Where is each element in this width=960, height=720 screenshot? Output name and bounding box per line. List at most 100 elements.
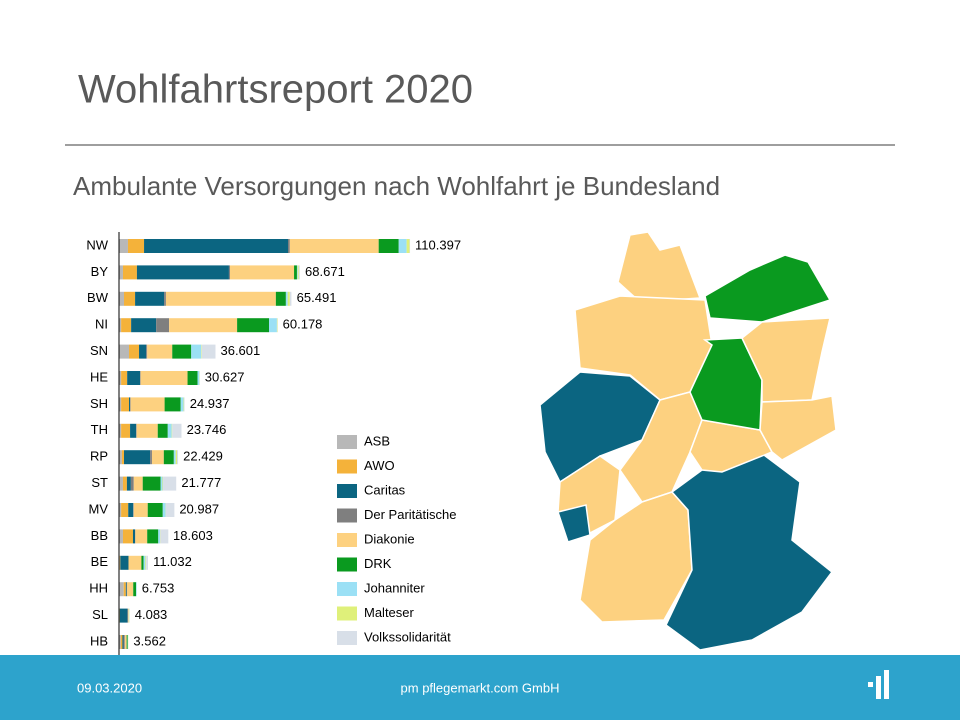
bar-segment [141, 555, 144, 570]
footer-band [0, 655, 960, 720]
legend-label: DRK [364, 556, 392, 571]
bar-segment [180, 397, 184, 412]
bar-segment [133, 476, 143, 491]
bar-segment [285, 291, 288, 306]
bar-segment [228, 265, 230, 280]
bar-segment [131, 318, 157, 333]
legend-swatch [337, 606, 357, 621]
bar-segment [147, 529, 159, 544]
bar-segment [121, 503, 129, 517]
bar-segment [294, 265, 297, 280]
legend-swatch [337, 631, 357, 645]
y-tick-label: HH [89, 581, 108, 596]
bar-segment [120, 635, 123, 649]
bar-segment [123, 582, 126, 597]
bar-segment [125, 582, 127, 597]
bar-segment [135, 529, 148, 544]
bar-segment [119, 529, 123, 544]
bar-segment [121, 397, 130, 412]
legend-swatch [337, 459, 357, 474]
bar-segment [126, 635, 128, 649]
bar-segment [119, 265, 123, 280]
logo-bar [876, 676, 881, 699]
bar-segment [201, 344, 202, 359]
map-sl [557, 504, 591, 543]
bar-segment [123, 635, 125, 649]
y-tick-label: NI [95, 317, 108, 332]
bar-segment [127, 608, 129, 623]
y-tick-label: TH [91, 422, 108, 437]
bar-segment [119, 608, 128, 623]
y-tick-label: BE [91, 554, 109, 569]
y-tick-label: SL [92, 607, 108, 622]
bar-segment [237, 318, 270, 333]
bar-segment [122, 476, 127, 491]
legend-swatch [337, 484, 357, 498]
bar-segment [127, 371, 141, 385]
bar-segment [147, 503, 163, 517]
logo [868, 670, 889, 699]
total-label: 65.491 [297, 290, 337, 305]
bar-segment [160, 476, 163, 491]
map-mv [704, 254, 832, 323]
bar-segment [287, 291, 290, 306]
bar-segment [126, 582, 128, 597]
bar-segment [173, 450, 176, 465]
logo-bar [868, 682, 873, 687]
bar-segment [124, 450, 151, 465]
legend-swatch [337, 435, 357, 449]
bar-segment [121, 423, 131, 438]
map-sn [759, 395, 837, 461]
bar-segment [142, 476, 161, 491]
bar-segment [140, 371, 141, 385]
bar-segment [121, 371, 128, 385]
bar-segment [136, 423, 158, 438]
bar-segment [129, 344, 140, 359]
legend-swatch [337, 582, 357, 596]
y-tick-label: NW [86, 237, 108, 252]
bar-segment [296, 265, 298, 280]
bar-segment [164, 397, 181, 412]
bar-segment [119, 503, 122, 517]
bar-segment [276, 318, 278, 333]
bar-segment [289, 239, 379, 253]
bar-segment [122, 635, 124, 649]
total-label: 4.083 [135, 607, 168, 622]
total-label: 24.937 [190, 396, 230, 411]
bar-segment [183, 397, 185, 412]
bar-segment [124, 635, 127, 649]
bar-segment [119, 397, 122, 412]
bar-segment [130, 476, 134, 491]
bar-segment [147, 344, 173, 359]
total-label: 60.178 [283, 317, 323, 332]
bar-segment [163, 450, 174, 465]
legend-label: AWO [364, 458, 395, 473]
bar-segment [128, 503, 134, 517]
bar-segment [298, 265, 300, 280]
y-tick-label: BB [91, 528, 108, 543]
total-label: 6.753 [142, 581, 175, 596]
bar-segment [133, 582, 137, 597]
total-label: 3.562 [133, 633, 166, 648]
bar-segment [287, 239, 290, 253]
bar-segment [177, 450, 179, 465]
bar-segment [119, 476, 123, 491]
legend-label: Der Paritätische [364, 507, 456, 522]
bar-segment [130, 423, 137, 438]
bar-segment [146, 344, 148, 359]
bar-segment [135, 291, 165, 306]
legend-label: Malteser [364, 605, 415, 620]
chart-title: Wohlfahrtsreport 2020 [78, 68, 473, 112]
map-bb [741, 317, 831, 403]
bar-segment [158, 529, 161, 544]
total-label: 18.603 [173, 528, 213, 543]
bar-segment [163, 476, 177, 491]
bar-segment [151, 450, 164, 465]
legend-swatch [337, 508, 357, 523]
legend-label: Johanniter [364, 580, 425, 595]
bar-segment [127, 239, 145, 253]
y-tick-label: MV [89, 501, 109, 516]
bar-segment [144, 239, 288, 253]
y-tick-label: BY [91, 264, 109, 279]
bar-segment [119, 318, 122, 333]
